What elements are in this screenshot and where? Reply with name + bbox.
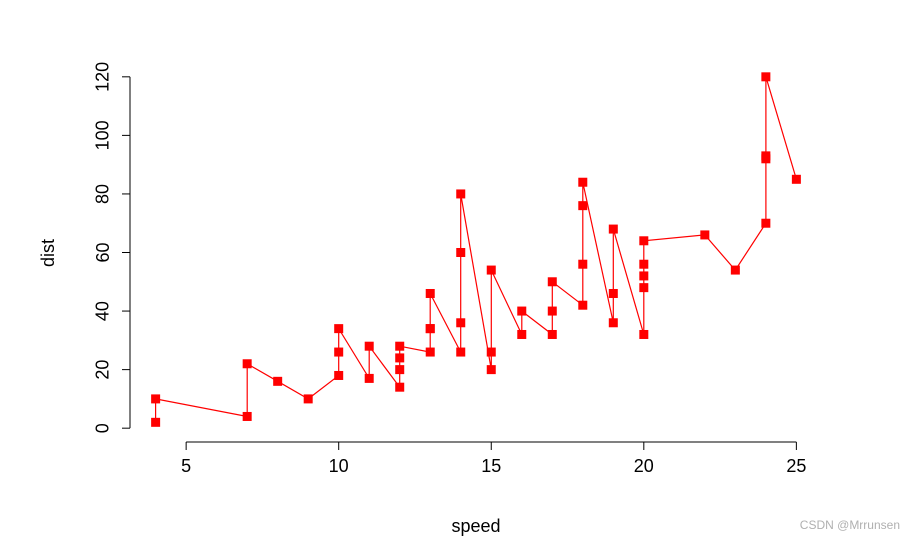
data-point: [791, 174, 801, 184]
y-tick-label: 100: [93, 120, 113, 150]
data-point: [486, 347, 496, 357]
data-point: [425, 288, 435, 298]
data-point: [608, 288, 618, 298]
x-tick-label: 25: [786, 456, 806, 476]
data-point: [486, 365, 496, 375]
data-point: [334, 324, 344, 334]
data-point: [151, 394, 161, 404]
y-tick-label: 20: [93, 360, 113, 380]
data-point: [547, 306, 557, 316]
y-tick-label: 0: [93, 423, 113, 433]
data-point: [639, 283, 649, 293]
data-point: [425, 324, 435, 334]
data-point: [486, 265, 496, 275]
data-point: [364, 341, 374, 351]
y-axis-title: dist: [38, 239, 58, 267]
y-tick-label: 120: [93, 62, 113, 92]
data-series: [151, 72, 801, 427]
data-point: [517, 306, 527, 316]
x-tick-label: 5: [181, 456, 191, 476]
x-tick-label: 10: [329, 456, 349, 476]
data-point: [761, 72, 771, 82]
data-point: [151, 417, 161, 427]
data-point: [242, 411, 252, 421]
y-tick-label: 80: [93, 184, 113, 204]
series-line: [155, 76, 797, 423]
data-point: [517, 329, 527, 339]
data-point: [334, 370, 344, 380]
data-point: [395, 353, 405, 363]
data-point: [364, 373, 374, 383]
data-point: [639, 236, 649, 246]
data-point: [273, 376, 283, 386]
data-point: [608, 224, 618, 234]
y-tick-label: 60: [93, 242, 113, 262]
watermark: CSDN @Mrrunsen: [799, 518, 900, 532]
data-point: [578, 300, 588, 310]
data-point: [395, 382, 405, 392]
data-point: [456, 347, 466, 357]
data-point: [700, 230, 710, 240]
data-point: [761, 151, 771, 161]
data-point: [547, 277, 557, 287]
data-point: [395, 341, 405, 351]
data-point: [334, 347, 344, 357]
data-point: [639, 259, 649, 269]
x-axis-title: speed: [451, 516, 500, 536]
data-point: [578, 201, 588, 211]
data-point: [395, 365, 405, 375]
data-point: [303, 394, 313, 404]
data-point: [639, 329, 649, 339]
y-tick-label: 40: [93, 301, 113, 321]
data-point: [425, 347, 435, 357]
data-point: [456, 318, 466, 328]
axes: 5 10 15 20 25 0 20 40 60 80 100 120: [93, 62, 807, 476]
data-point: [547, 329, 557, 339]
data-point: [578, 259, 588, 269]
data-point: [578, 177, 588, 187]
data-point: [639, 271, 649, 281]
data-point: [761, 218, 771, 228]
data-point: [456, 189, 466, 199]
x-tick-label: 20: [634, 456, 654, 476]
data-point: [242, 359, 252, 369]
data-point: [608, 318, 618, 328]
x-tick-label: 15: [481, 456, 501, 476]
data-point: [456, 248, 466, 257]
data-point: [730, 265, 740, 275]
